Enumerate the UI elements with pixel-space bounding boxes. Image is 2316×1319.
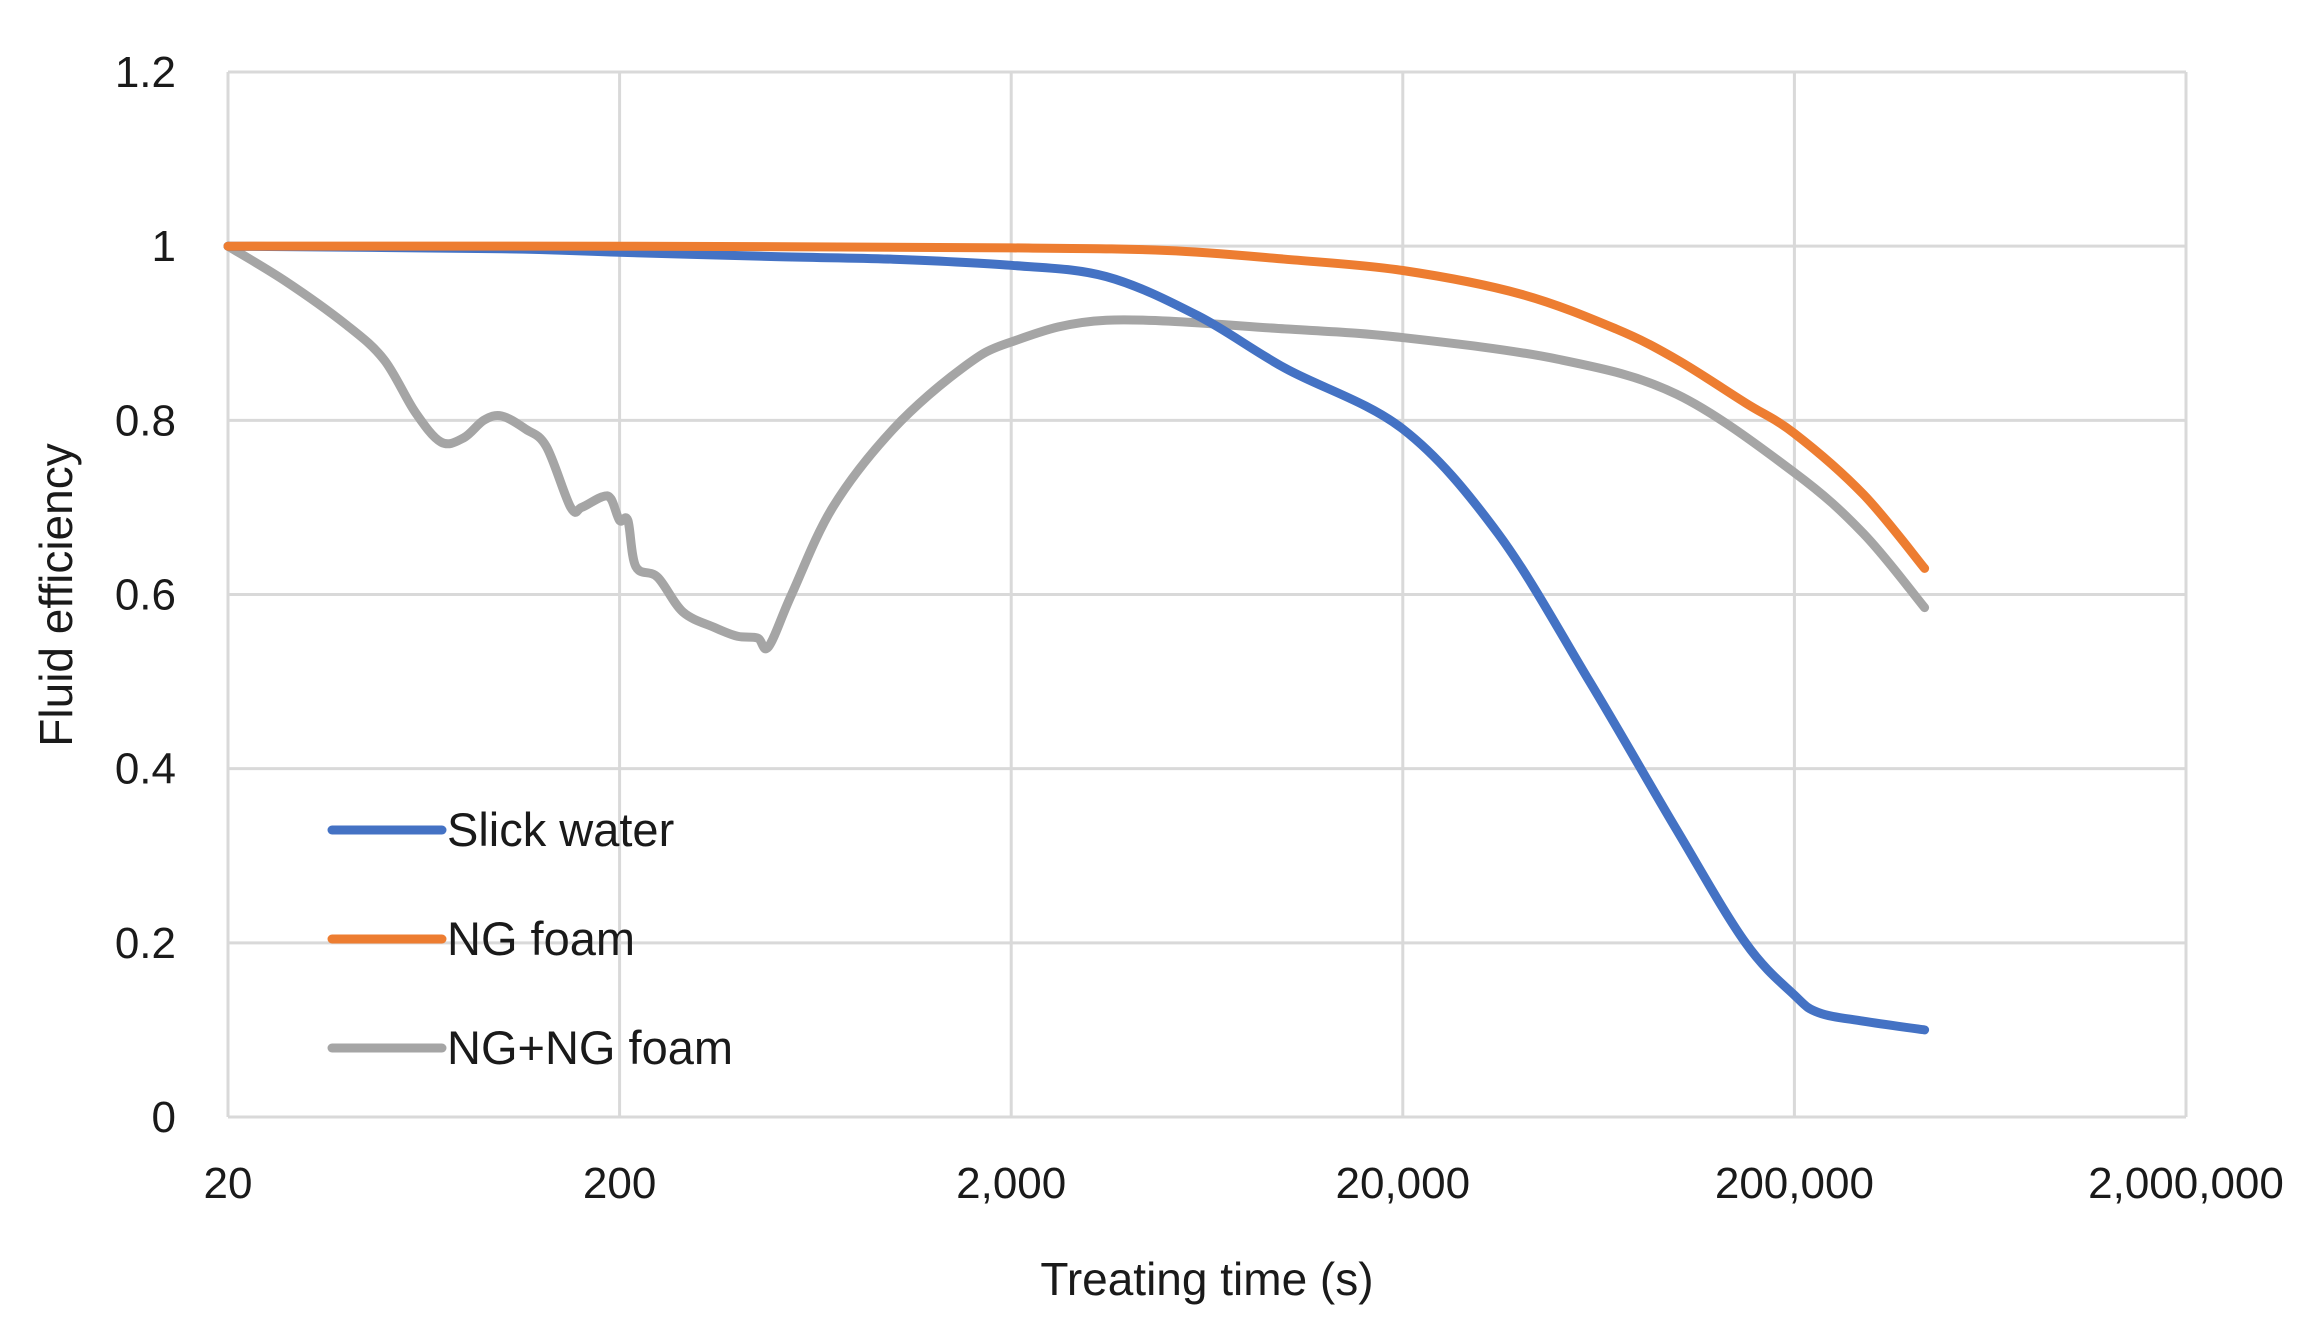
series-line-ng-ng-foam — [223, 241, 1930, 654]
y-tick-label: 0.2 — [115, 919, 176, 968]
series-line-slick-water — [223, 241, 1930, 1035]
x-tick-label: 200,000 — [1715, 1159, 1874, 1208]
legend: Slick water NG foam NG+NG foam — [327, 803, 733, 1074]
x-tick-label: 20 — [204, 1159, 253, 1208]
tick-labels: 0 0.2 0.4 0.6 0.8 1 1.2 20 200 2,000 20,000 200,000… — [115, 48, 2284, 1208]
x-tick-label: 20,000 — [1336, 1159, 1471, 1208]
y-tick-label: 0.8 — [115, 396, 176, 445]
y-tick-label: 1 — [152, 222, 176, 271]
y-tick-label: 1.2 — [115, 48, 176, 97]
y-axis-title: Fluid efficiency — [30, 443, 82, 746]
y-tick-label: 0.4 — [115, 745, 176, 794]
legend-label-slick-water: Slick water — [447, 803, 674, 856]
x-tick-label: 2,000,000 — [2088, 1159, 2284, 1208]
x-axis-title: Treating time (s) — [1040, 1253, 1373, 1305]
legend-label-ng-foam: NG foam — [447, 912, 635, 965]
y-tick-label: 0 — [152, 1093, 176, 1142]
series-lines — [223, 241, 1930, 1035]
x-tick-label: 2,000 — [956, 1159, 1066, 1208]
y-tick-label: 0.6 — [115, 571, 176, 620]
x-tick-label: 200 — [583, 1159, 656, 1208]
legend-label-ng-ng-foam: NG+NG foam — [447, 1021, 733, 1074]
series-line-ng-foam — [223, 241, 1930, 573]
